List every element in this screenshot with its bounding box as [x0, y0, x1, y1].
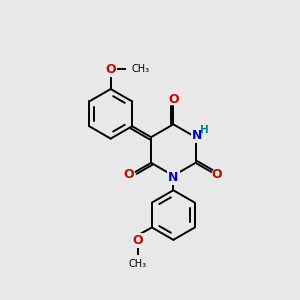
Text: H: H	[200, 125, 209, 135]
Text: CH₃: CH₃	[128, 259, 147, 269]
Text: CH₃: CH₃	[132, 64, 150, 74]
Text: N: N	[168, 171, 178, 184]
Text: O: O	[168, 93, 178, 106]
Text: O: O	[132, 234, 143, 247]
Text: N: N	[192, 129, 202, 142]
Text: O: O	[211, 168, 222, 181]
Text: O: O	[124, 168, 134, 181]
Text: O: O	[105, 63, 116, 76]
